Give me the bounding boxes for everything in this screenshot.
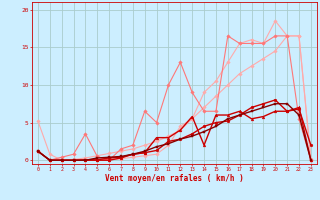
X-axis label: Vent moyen/en rafales ( km/h ): Vent moyen/en rafales ( km/h ) <box>105 174 244 183</box>
